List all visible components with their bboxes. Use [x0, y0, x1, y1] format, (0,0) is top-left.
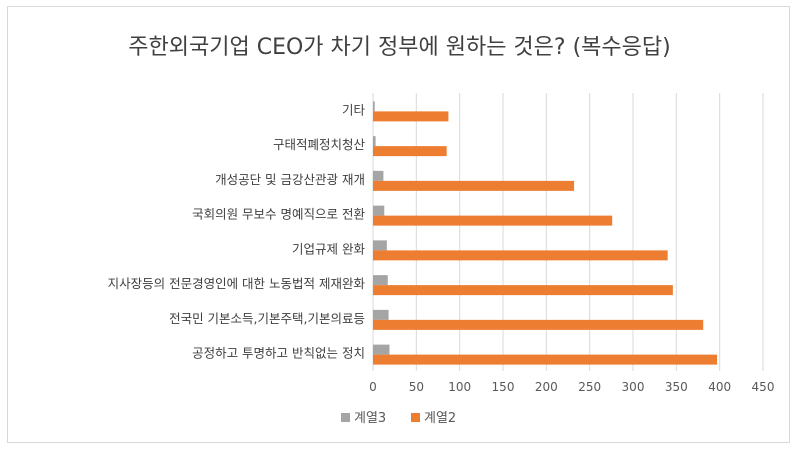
category-label: 개성공단 및 금강산관광 재개 [215, 172, 365, 187]
bar-series-2 [373, 285, 673, 296]
x-tick-label: 400 [708, 380, 731, 394]
x-tick-label: 300 [622, 380, 645, 394]
x-tick-label: 0 [369, 380, 377, 394]
category-label: 기타 [342, 102, 366, 117]
chart-frame: 주한외국기업 CEO가 차기 정부에 원하는 것은? (복수응답) 0 50 100… [7, 6, 790, 443]
x-tick-label: 150 [492, 380, 515, 394]
category-label: 전국민 기본소득,기본주택,기본의료등 [169, 311, 365, 326]
bar-series-3 [373, 205, 385, 216]
x-tick-label: 250 [578, 380, 601, 394]
bar-chart: 0 50 100 150 200 250 300 350 400 450 기타구태적폐정치청산개성공… [108, 93, 775, 426]
legend-swatch [411, 413, 420, 422]
bar-series-2 [373, 250, 668, 261]
x-tick-label: 100 [448, 380, 471, 394]
category-label: 공정하고 투명하고 반칙없는 정치 [192, 346, 365, 361]
bar-series-3 [373, 136, 376, 147]
bar-series-3 [373, 309, 389, 320]
x-tick-label: 50 [409, 380, 424, 394]
bar-series-2 [373, 319, 704, 330]
category-label: 국회의원 무보수 명예직으로 전환 [192, 207, 365, 222]
x-tick-label: 450 [752, 380, 775, 394]
bar-series-3 [373, 275, 388, 286]
category-label: 지사장등의 전문경영인에 대한 노동법적 제재완화 [108, 276, 366, 291]
bar-series-2 [373, 215, 613, 226]
bar-series-2 [373, 111, 449, 122]
bar-series-3 [373, 170, 384, 181]
x-tick-label: 200 [535, 380, 558, 394]
bar-series-2 [373, 180, 575, 191]
bar-series-3 [373, 344, 390, 355]
legend-swatch [341, 413, 350, 422]
x-tick-label: 350 [665, 380, 688, 394]
bar-series-3 [373, 101, 375, 112]
category-label: 기업규제 완화 [292, 241, 365, 256]
bar-series-2 [373, 354, 718, 365]
bar-series-3 [373, 240, 387, 251]
chart-title: 주한외국기업 CEO가 차기 정부에 원하는 것은? (복수응답) [128, 35, 671, 60]
legend-label: 계열3 [354, 411, 386, 426]
category-label: 구태적폐정치청산 [273, 137, 366, 152]
bar-series-2 [373, 146, 447, 157]
legend-label: 계열2 [424, 411, 456, 426]
